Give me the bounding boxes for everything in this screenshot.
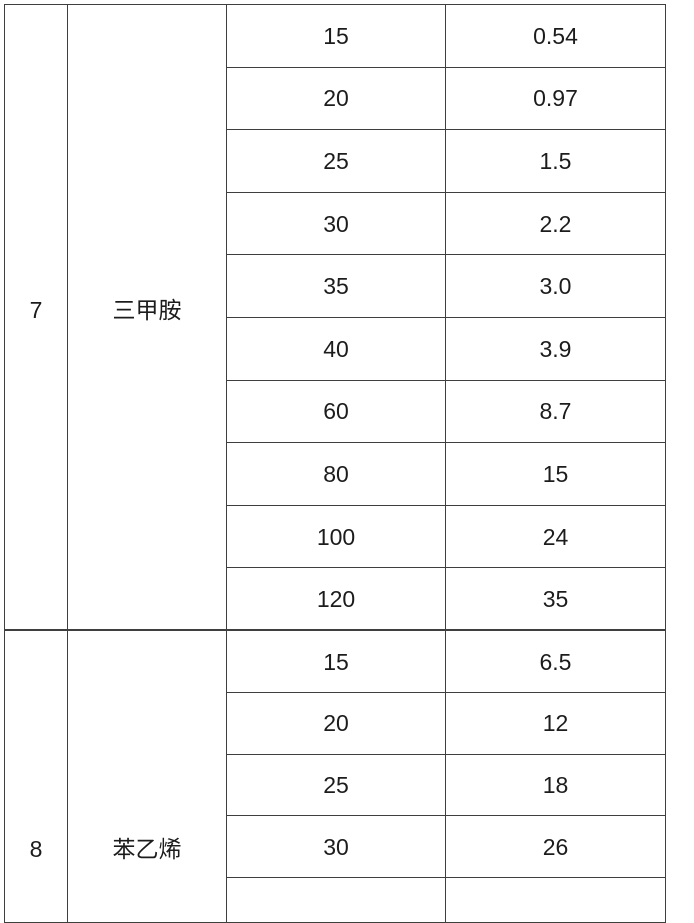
table-row: 80 15 [5,442,666,506]
temperature-cell: 15 [226,4,446,68]
row-index-cell: 7 [4,4,68,631]
temperature-cell: 30 [226,815,446,879]
value-cell: 1.5 [445,129,666,193]
value-cell: 12 [445,691,666,755]
table-row: 100 24 [5,504,666,569]
value-cell: 6.5 [445,629,666,693]
substance-name-cell: 三甲胺 [67,4,227,631]
table-row: 25 18 [5,753,666,817]
value-cell: 8.7 [445,379,666,444]
temperature-cell: 80 [226,442,446,506]
temperature-cell: 20 [226,691,446,755]
value-cell: 24 [445,504,666,569]
value-cell: 0.97 [445,66,666,131]
value-cell: 35 [445,567,666,631]
value-cell: 26 [445,815,666,879]
temperature-cell: 30 [226,191,446,256]
table-row: 20 12 [5,691,666,755]
document-page: { "table": { "border_color": "#3f3f3f", … [4,4,666,923]
value-cell: 15 [445,442,666,506]
temperature-cell: 60 [226,379,446,444]
table-row: 30 2.2 [5,191,666,256]
temperature-cell: 100 [226,504,446,569]
substance-name-cell: 苯乙烯 [67,629,227,923]
temperature-cell: 15 [226,629,446,693]
temperature-cell: 40 [226,316,446,381]
value-cell: 2.2 [445,191,666,256]
table-row: 40 3.9 [5,316,666,381]
temperature-cell: 20 [226,66,446,131]
value-cell: 18 [445,753,666,817]
table-row: 60 8.7 [5,379,666,444]
temperature-cell: 35 [226,254,446,318]
table-row: 8 苯乙烯 15 6.5 [4,629,666,923]
temperature-cell: 25 [226,753,446,817]
data-table: 7 三甲胺 15 0.54 20 0.97 25 1.5 30 2.2 35 3… [4,4,666,923]
value-cell: 3.9 [445,316,666,381]
temperature-cell [226,877,446,923]
table-row: 7 三甲胺 15 0.54 [4,4,666,631]
table-row: 30 26 [5,815,666,879]
temperature-cell: 120 [226,567,446,631]
temperature-cell: 25 [226,129,446,193]
table-row: 20 0.97 [5,66,666,131]
value-cell [445,877,666,923]
value-cell: 3.0 [445,254,666,318]
value-cell: 0.54 [445,4,666,68]
table-row: 120 35 [5,567,666,631]
row-index-cell: 8 [4,629,68,923]
